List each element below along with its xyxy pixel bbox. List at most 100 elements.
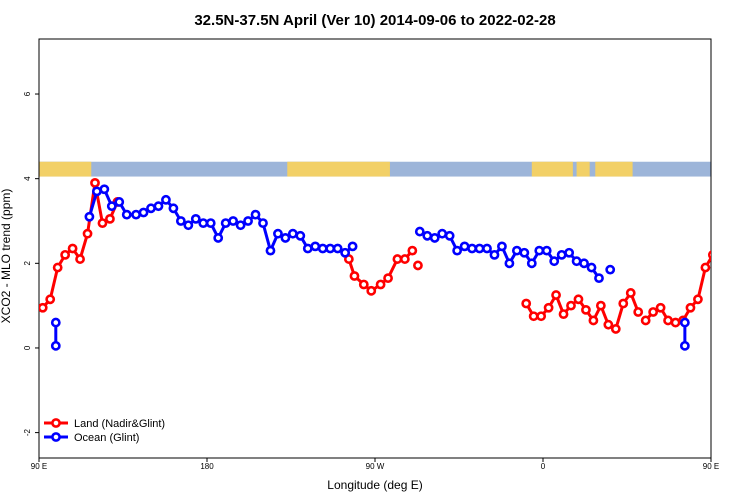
x-tick-label: 90 E bbox=[703, 462, 719, 471]
land-data-point bbox=[392, 254, 403, 264]
ocean-data-point bbox=[220, 218, 231, 229]
land-data-point bbox=[747, 220, 750, 227]
land-data-point bbox=[618, 298, 629, 309]
land-data-point bbox=[97, 218, 108, 229]
ocean-data-point bbox=[489, 249, 500, 260]
ocean-data-point bbox=[287, 228, 298, 239]
land-data-point bbox=[724, 255, 731, 262]
ocean-data-point bbox=[724, 188, 731, 195]
ocean-data-point bbox=[571, 256, 582, 267]
land-data-point bbox=[739, 179, 746, 186]
ocean-data-point bbox=[459, 241, 470, 252]
land-data-point bbox=[610, 324, 621, 334]
land-data-point bbox=[588, 315, 599, 326]
ocean-data-point bbox=[467, 243, 477, 254]
ocean-data-point bbox=[564, 247, 575, 258]
land-data-point bbox=[90, 177, 100, 188]
ocean-data-point bbox=[114, 197, 125, 207]
land-data-point bbox=[536, 311, 547, 322]
ocean-data-point bbox=[452, 245, 463, 256]
land-segment bbox=[531, 161, 573, 177]
land-data-point bbox=[39, 302, 48, 313]
land-segment bbox=[595, 161, 633, 177]
ocean-data-point bbox=[511, 245, 522, 256]
ocean-data-point bbox=[280, 233, 291, 243]
ocean-data-point bbox=[198, 218, 209, 229]
ocean-data-point bbox=[437, 228, 448, 239]
ocean-data-point bbox=[106, 201, 117, 212]
series-group bbox=[39, 177, 750, 351]
ocean-data-point bbox=[594, 273, 604, 284]
ocean-data-point bbox=[579, 258, 589, 269]
ocean-data-point bbox=[325, 243, 336, 254]
y-axis-label: XCO2 - MLO trend (ppm) bbox=[0, 189, 13, 324]
land-data-point bbox=[693, 294, 703, 305]
x-axis-label: Longitude (deg E) bbox=[327, 478, 422, 492]
ocean-data-point bbox=[747, 198, 750, 205]
ocean-data-point bbox=[347, 241, 358, 252]
ocean-data-point bbox=[250, 209, 261, 220]
ocean-data-point bbox=[482, 243, 492, 254]
land-data-point bbox=[655, 302, 666, 313]
ocean-data-point bbox=[504, 258, 515, 269]
ocean-data-point bbox=[739, 203, 746, 210]
ocean-data-point bbox=[497, 241, 507, 252]
ocean-data-point bbox=[332, 243, 343, 254]
land-data-point bbox=[349, 271, 360, 281]
ocean-data-point bbox=[549, 256, 560, 267]
y-tick-label: 0 bbox=[23, 345, 32, 350]
ocean-data-point bbox=[414, 226, 425, 237]
ocean-data-point bbox=[131, 209, 141, 220]
land-segment bbox=[287, 161, 390, 177]
ocean-data-point bbox=[91, 186, 102, 197]
land-data-point bbox=[521, 298, 532, 309]
land-segment bbox=[576, 161, 590, 177]
ocean-data-point bbox=[474, 243, 485, 254]
ocean-data-point bbox=[679, 317, 690, 328]
ocean-data-point bbox=[556, 249, 567, 260]
legend-label-land: Land (Nadir&Glint) bbox=[74, 418, 165, 430]
y-tick-label: -2 bbox=[23, 429, 32, 437]
y-tick-label: 4 bbox=[23, 176, 32, 181]
ocean-data-point bbox=[519, 247, 530, 258]
land-data-point bbox=[75, 254, 85, 264]
land-data-point bbox=[399, 254, 410, 264]
ocean-data-point bbox=[153, 201, 164, 212]
land-data-point bbox=[685, 302, 696, 313]
ocean-data-point bbox=[586, 262, 597, 273]
x-tick-label: 90 E bbox=[31, 462, 47, 471]
ocean-data-point bbox=[317, 243, 328, 254]
x-tick-label: 0 bbox=[541, 462, 546, 471]
land-data-point bbox=[640, 315, 651, 326]
ocean-data-point bbox=[295, 230, 306, 241]
ocean-data-point bbox=[138, 207, 149, 218]
land-data-point bbox=[383, 273, 393, 284]
land-data-point bbox=[663, 315, 673, 326]
chart-title: 32.5N-37.5N April (Ver 10) 2014-09-06 to… bbox=[194, 12, 555, 29]
land-data-point bbox=[358, 279, 369, 290]
ocean-data-point bbox=[429, 233, 440, 243]
land-data-point bbox=[407, 245, 418, 256]
legend-marker-ocean bbox=[51, 432, 61, 442]
x-tick-label: 90 W bbox=[366, 462, 385, 471]
land-data-point bbox=[413, 260, 423, 271]
ocean-data-point bbox=[161, 194, 171, 205]
ocean-data-point bbox=[258, 218, 268, 229]
ocean-data-point bbox=[50, 317, 61, 328]
ocean-data-point bbox=[717, 213, 724, 220]
land-data-point bbox=[45, 294, 56, 305]
ocean-data-point bbox=[302, 243, 313, 254]
ocean-data-point bbox=[526, 258, 537, 269]
ocean-data-point bbox=[541, 245, 552, 256]
ocean-data-point bbox=[228, 216, 239, 226]
ocean-data-point bbox=[168, 203, 179, 214]
land-data-point bbox=[366, 285, 377, 296]
ocean-data-point bbox=[99, 184, 110, 195]
ocean-data-point bbox=[340, 247, 351, 258]
x-tick-label: 180 bbox=[200, 462, 214, 471]
ocean-data-point bbox=[273, 228, 283, 239]
land-data-point bbox=[573, 294, 584, 305]
ocean-data-point bbox=[175, 216, 186, 226]
legend-label-ocean: Ocean (Glint) bbox=[74, 432, 139, 444]
